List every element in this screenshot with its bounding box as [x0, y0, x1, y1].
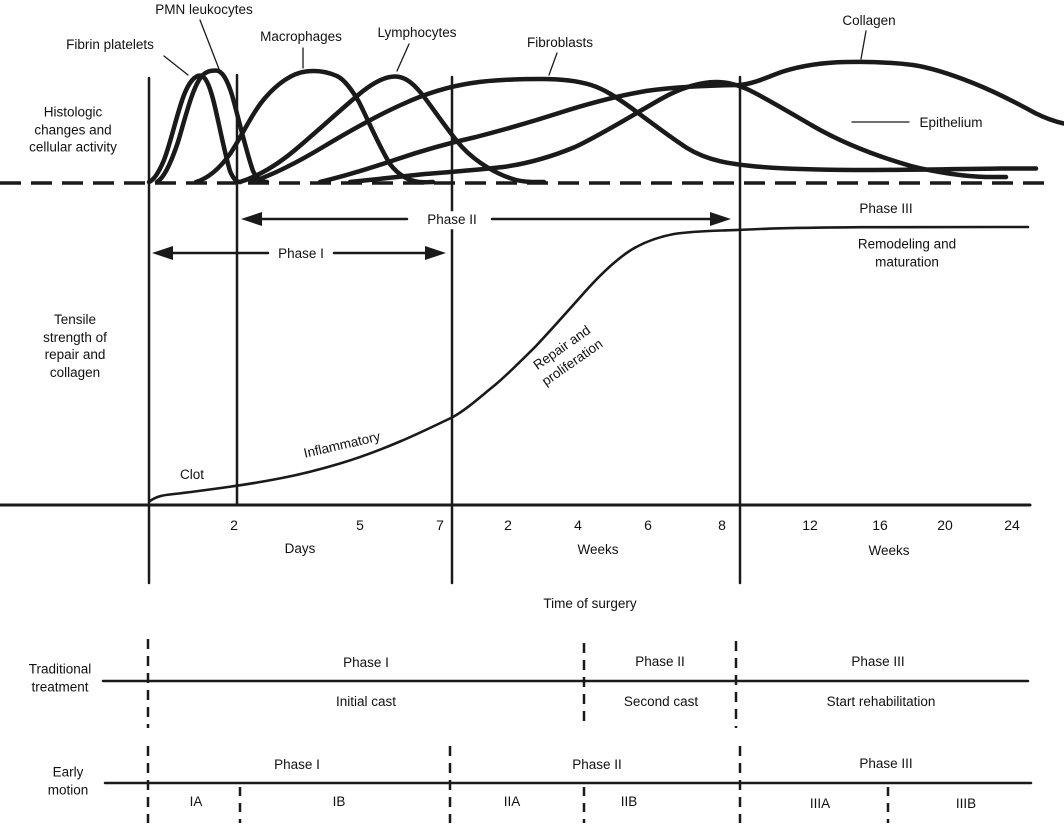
- initial-cast-label: Initial cast: [335, 694, 397, 710]
- second-cast-label: Second cast: [623, 694, 699, 710]
- macrophages-label: Macrophages: [260, 29, 342, 45]
- weeks1-tick-2: 2: [504, 516, 512, 533]
- fibroblasts-leader-line: [548, 52, 558, 76]
- traditional-treatment-row-label: Traditional treatment: [28, 661, 92, 694]
- early-sub-ib-label: IB: [332, 794, 346, 810]
- weeks2-tick-20: 20: [937, 516, 953, 533]
- fibrin-platelets-label: Fibrin platelets: [66, 37, 154, 53]
- traditional-phase2-label: Phase II: [635, 654, 685, 670]
- phase2-right-arrowhead: [710, 212, 731, 226]
- early-motion-row-label: Early motion: [47, 764, 89, 797]
- lymphocytes-label: Lymphocytes: [377, 25, 457, 41]
- weeks2-unit-label: Weeks: [868, 543, 910, 559]
- time-of-surgery-label: Time of surgery: [543, 596, 637, 612]
- macrophages-curve: [193, 68, 436, 185]
- start-rehabilitation-label: Start rehabilitation: [826, 694, 936, 710]
- weeks1-tick-4: 4: [574, 516, 582, 533]
- pmn-leukocytes-label: PMN leukocytes: [155, 2, 253, 18]
- remodeling-maturation-label: Remodeling and maturation: [857, 236, 957, 269]
- fibroblasts-label: Fibroblasts: [526, 35, 594, 51]
- traditional-phase3-label: Phase III: [851, 654, 905, 670]
- tensile-axis-label: Tensile strength of repair and collagen: [43, 311, 107, 380]
- tensile-strength-curve: [148, 225, 1030, 503]
- collagen-leader-line: [860, 30, 867, 60]
- clot-annotation: Clot: [179, 467, 205, 483]
- weeks2-tick-24: 24: [1004, 516, 1020, 533]
- early-sub-iiib-label: IIIB: [955, 796, 977, 812]
- pmn-leader-line: [199, 19, 220, 70]
- early-phase1-label: Phase I: [274, 757, 320, 773]
- traditional-phase1-label: Phase I: [343, 655, 389, 671]
- early-sub-iiia-label: IIIA: [809, 796, 831, 812]
- fibroblasts-curve: [248, 76, 1039, 185]
- phase1-right-arrowhead: [425, 246, 446, 260]
- days-unit-label: Days: [284, 541, 316, 557]
- fibrin-leader-line: [163, 55, 189, 76]
- early-sub-ia-label: IA: [189, 794, 203, 810]
- days-tick-2: 2: [230, 516, 238, 533]
- pmn-leukocytes-curve: [154, 68, 270, 185]
- phase2-arrow-label: Phase II: [423, 211, 481, 229]
- days-tick-7: 7: [436, 516, 444, 533]
- collagen-label: Collagen: [842, 13, 896, 29]
- early-phase3-label: Phase III: [859, 756, 913, 772]
- early-sub-iib-label: IIB: [620, 794, 638, 810]
- phase1-left-arrowhead: [152, 246, 173, 260]
- weeks1-tick-8: 8: [718, 516, 726, 533]
- phase3-label: Phase III: [859, 201, 913, 217]
- lymphocytes-curve: [237, 74, 547, 185]
- weeks1-unit-label: Weeks: [577, 542, 619, 558]
- early-sub-iia-label: IIA: [503, 794, 521, 810]
- phase1-arrow-label: Phase I: [278, 246, 324, 262]
- weeks2-tick-16: 16: [872, 516, 888, 533]
- histology-axis-label: Histologic changes and cellular activity: [29, 104, 117, 155]
- weeks2-tick-12: 12: [802, 516, 818, 533]
- weeks1-tick-6: 6: [644, 516, 652, 533]
- phase2-left-arrowhead: [241, 212, 262, 226]
- collagen-curve: [317, 59, 1064, 185]
- epithelium-label: Epithelium: [919, 115, 983, 131]
- lymphocytes-leader-line: [396, 43, 410, 72]
- days-tick-5: 5: [356, 516, 364, 533]
- early-phase2-label: Phase II: [572, 757, 622, 773]
